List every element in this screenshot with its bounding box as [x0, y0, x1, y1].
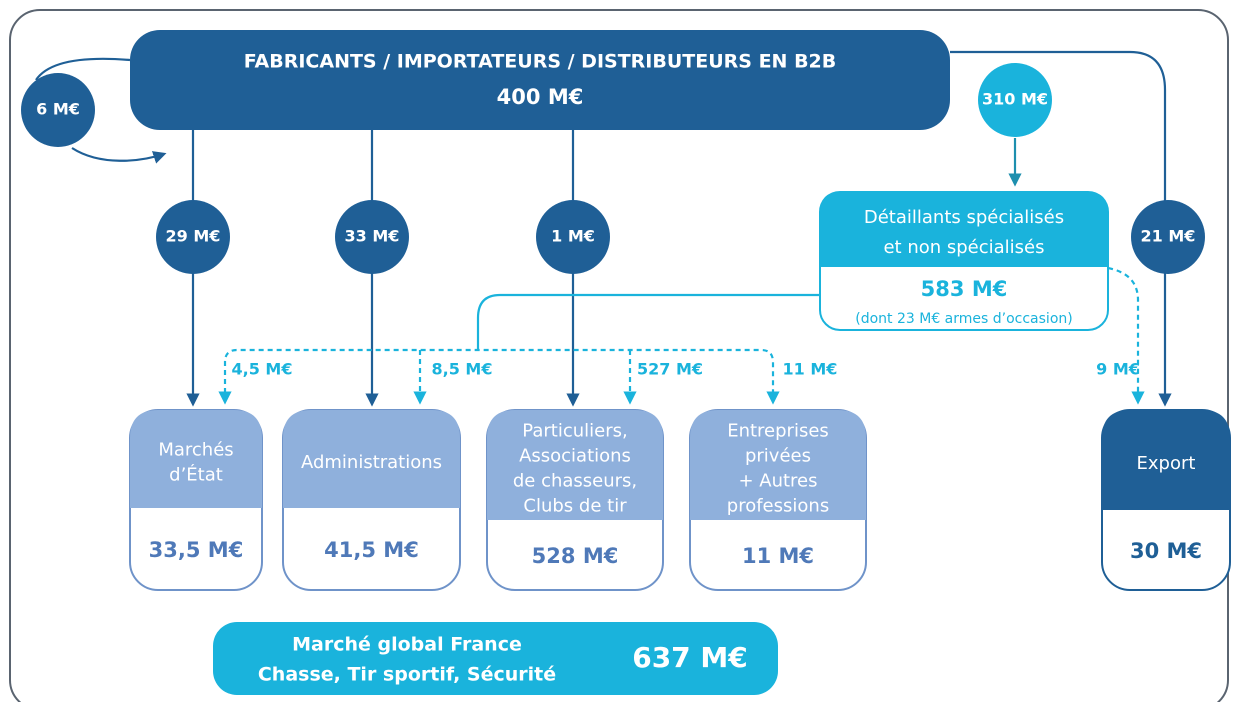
arrow — [950, 50, 1172, 407]
retail-note: (dont 23 M€ armes d’occasion) — [855, 311, 1072, 327]
retail-header — [820, 192, 1108, 267]
retail-flow-value: 527 M€ — [637, 360, 703, 379]
destination-title: Administrations — [301, 452, 442, 473]
destination-title: professions — [727, 496, 829, 517]
total-title: Marché global France — [292, 634, 522, 656]
destination-value: 30 M€ — [1130, 539, 1202, 563]
arrow — [35, 57, 131, 81]
destination-header — [130, 410, 262, 508]
total-title: Chasse, Tir sportif, Sécurité — [258, 664, 556, 686]
retail-title: et non spécialisés — [883, 237, 1044, 258]
retail-flow-value: 9 M€ — [1096, 360, 1140, 379]
destination-value: 528 M€ — [532, 544, 619, 568]
frame — [9, 9, 1229, 702]
destination-title: Clubs de tir — [523, 496, 627, 517]
flow-value: 310 M€ — [982, 90, 1048, 109]
flow-circle — [978, 63, 1052, 137]
arrow — [476, 293, 820, 350]
destination-value: 33,5 M€ — [149, 538, 244, 562]
destination-title: de chasseurs, — [513, 471, 637, 492]
destination-title: + Autres — [738, 471, 817, 492]
total-value: 637 M€ — [632, 641, 748, 674]
destination-value: 11 M€ — [742, 544, 814, 568]
destination-value: 41,5 M€ — [324, 538, 419, 562]
destination-header — [690, 410, 866, 520]
dashed-arrow — [218, 348, 780, 405]
destination-title: d’État — [169, 464, 223, 486]
flow-value: 33 M€ — [345, 227, 400, 246]
destination-header — [1102, 410, 1230, 510]
destination-header — [283, 410, 460, 508]
flow-value: 6 M€ — [36, 100, 80, 119]
flow-circle — [1131, 200, 1205, 274]
flow-circle — [156, 200, 230, 274]
retail-flow-value: 11 M€ — [783, 360, 838, 379]
flow-circle — [335, 200, 409, 274]
destination-title: Export — [1137, 453, 1196, 474]
source-value: 400 M€ — [497, 85, 584, 109]
destination-title: privées — [745, 446, 811, 467]
destination-title: Entreprises — [727, 421, 829, 442]
source-title: FABRICANTS / IMPORTATEURS / DISTRIBUTEUR… — [244, 51, 837, 73]
retail-title: Détaillants spécialisés — [864, 207, 1064, 228]
flow-circle — [536, 200, 610, 274]
destination-header — [487, 410, 663, 520]
retail-flow-value: 4,5 M€ — [232, 360, 293, 379]
arrow — [71, 147, 167, 164]
retail-value: 583 M€ — [921, 277, 1008, 301]
retail-flow-value: 8,5 M€ — [432, 360, 493, 379]
source-box — [130, 30, 950, 130]
flow-value: 21 M€ — [1141, 227, 1196, 246]
dashed-arrow — [1107, 266, 1145, 405]
flow-value: 29 M€ — [166, 227, 221, 246]
flow-value: 1 M€ — [551, 227, 595, 246]
total-box — [213, 622, 778, 695]
destination-title: Marchés — [158, 440, 233, 461]
destination-title: Associations — [519, 446, 631, 467]
flow-circle — [21, 73, 95, 147]
destination-title: Particuliers, — [522, 421, 627, 442]
